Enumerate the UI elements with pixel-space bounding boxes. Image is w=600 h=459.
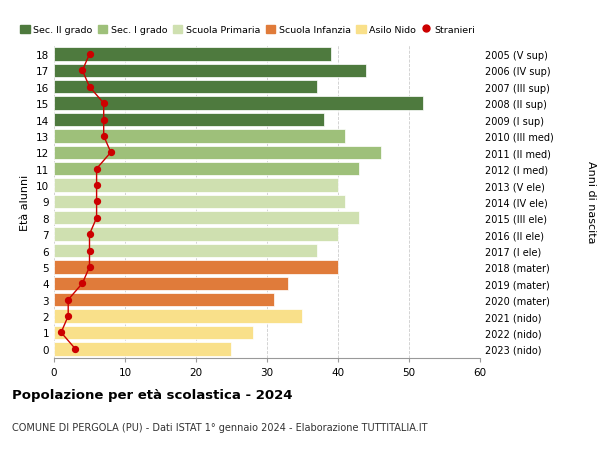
Point [77, 280, 87, 287]
Bar [54, 342, 232, 356]
Point [64, 313, 73, 320]
Bar [54, 162, 359, 176]
Bar [54, 146, 380, 160]
Point [85, 247, 94, 255]
Point [85, 51, 94, 59]
Bar [54, 277, 288, 291]
Bar [54, 293, 274, 307]
Bar [54, 81, 317, 94]
Bar [54, 179, 338, 192]
Bar [54, 310, 302, 323]
Bar [54, 48, 331, 62]
Point [85, 263, 94, 271]
Point [85, 231, 94, 238]
Bar [54, 113, 324, 127]
Bar [54, 244, 317, 257]
Point [77, 67, 87, 75]
Bar [54, 212, 359, 225]
Point [56, 329, 66, 336]
Legend: Sec. II grado, Sec. I grado, Scuola Primaria, Scuola Infanzia, Asilo Nido, Stran: Sec. II grado, Sec. I grado, Scuola Prim… [20, 26, 475, 35]
Bar [54, 97, 423, 111]
Point [64, 297, 73, 304]
Bar [54, 130, 345, 143]
Text: Anni di nascita: Anni di nascita [586, 161, 596, 243]
Point [92, 198, 101, 206]
Bar [54, 65, 367, 78]
Text: Popolazione per età scolastica - 2024: Popolazione per età scolastica - 2024 [12, 388, 293, 401]
Bar [54, 326, 253, 339]
Bar [54, 195, 345, 209]
Point [99, 100, 109, 107]
Point [99, 133, 109, 140]
Bar [54, 261, 338, 274]
Text: COMUNE DI PERGOLA (PU) - Dati ISTAT 1° gennaio 2024 - Elaborazione TUTTITALIA.IT: COMUNE DI PERGOLA (PU) - Dati ISTAT 1° g… [12, 422, 427, 432]
Point [71, 345, 80, 353]
Point [92, 182, 101, 189]
Point [106, 149, 116, 157]
Point [85, 84, 94, 91]
Point [92, 166, 101, 173]
Point [99, 117, 109, 124]
Y-axis label: Età alunni: Età alunni [20, 174, 31, 230]
Bar [54, 228, 338, 241]
Point [92, 215, 101, 222]
